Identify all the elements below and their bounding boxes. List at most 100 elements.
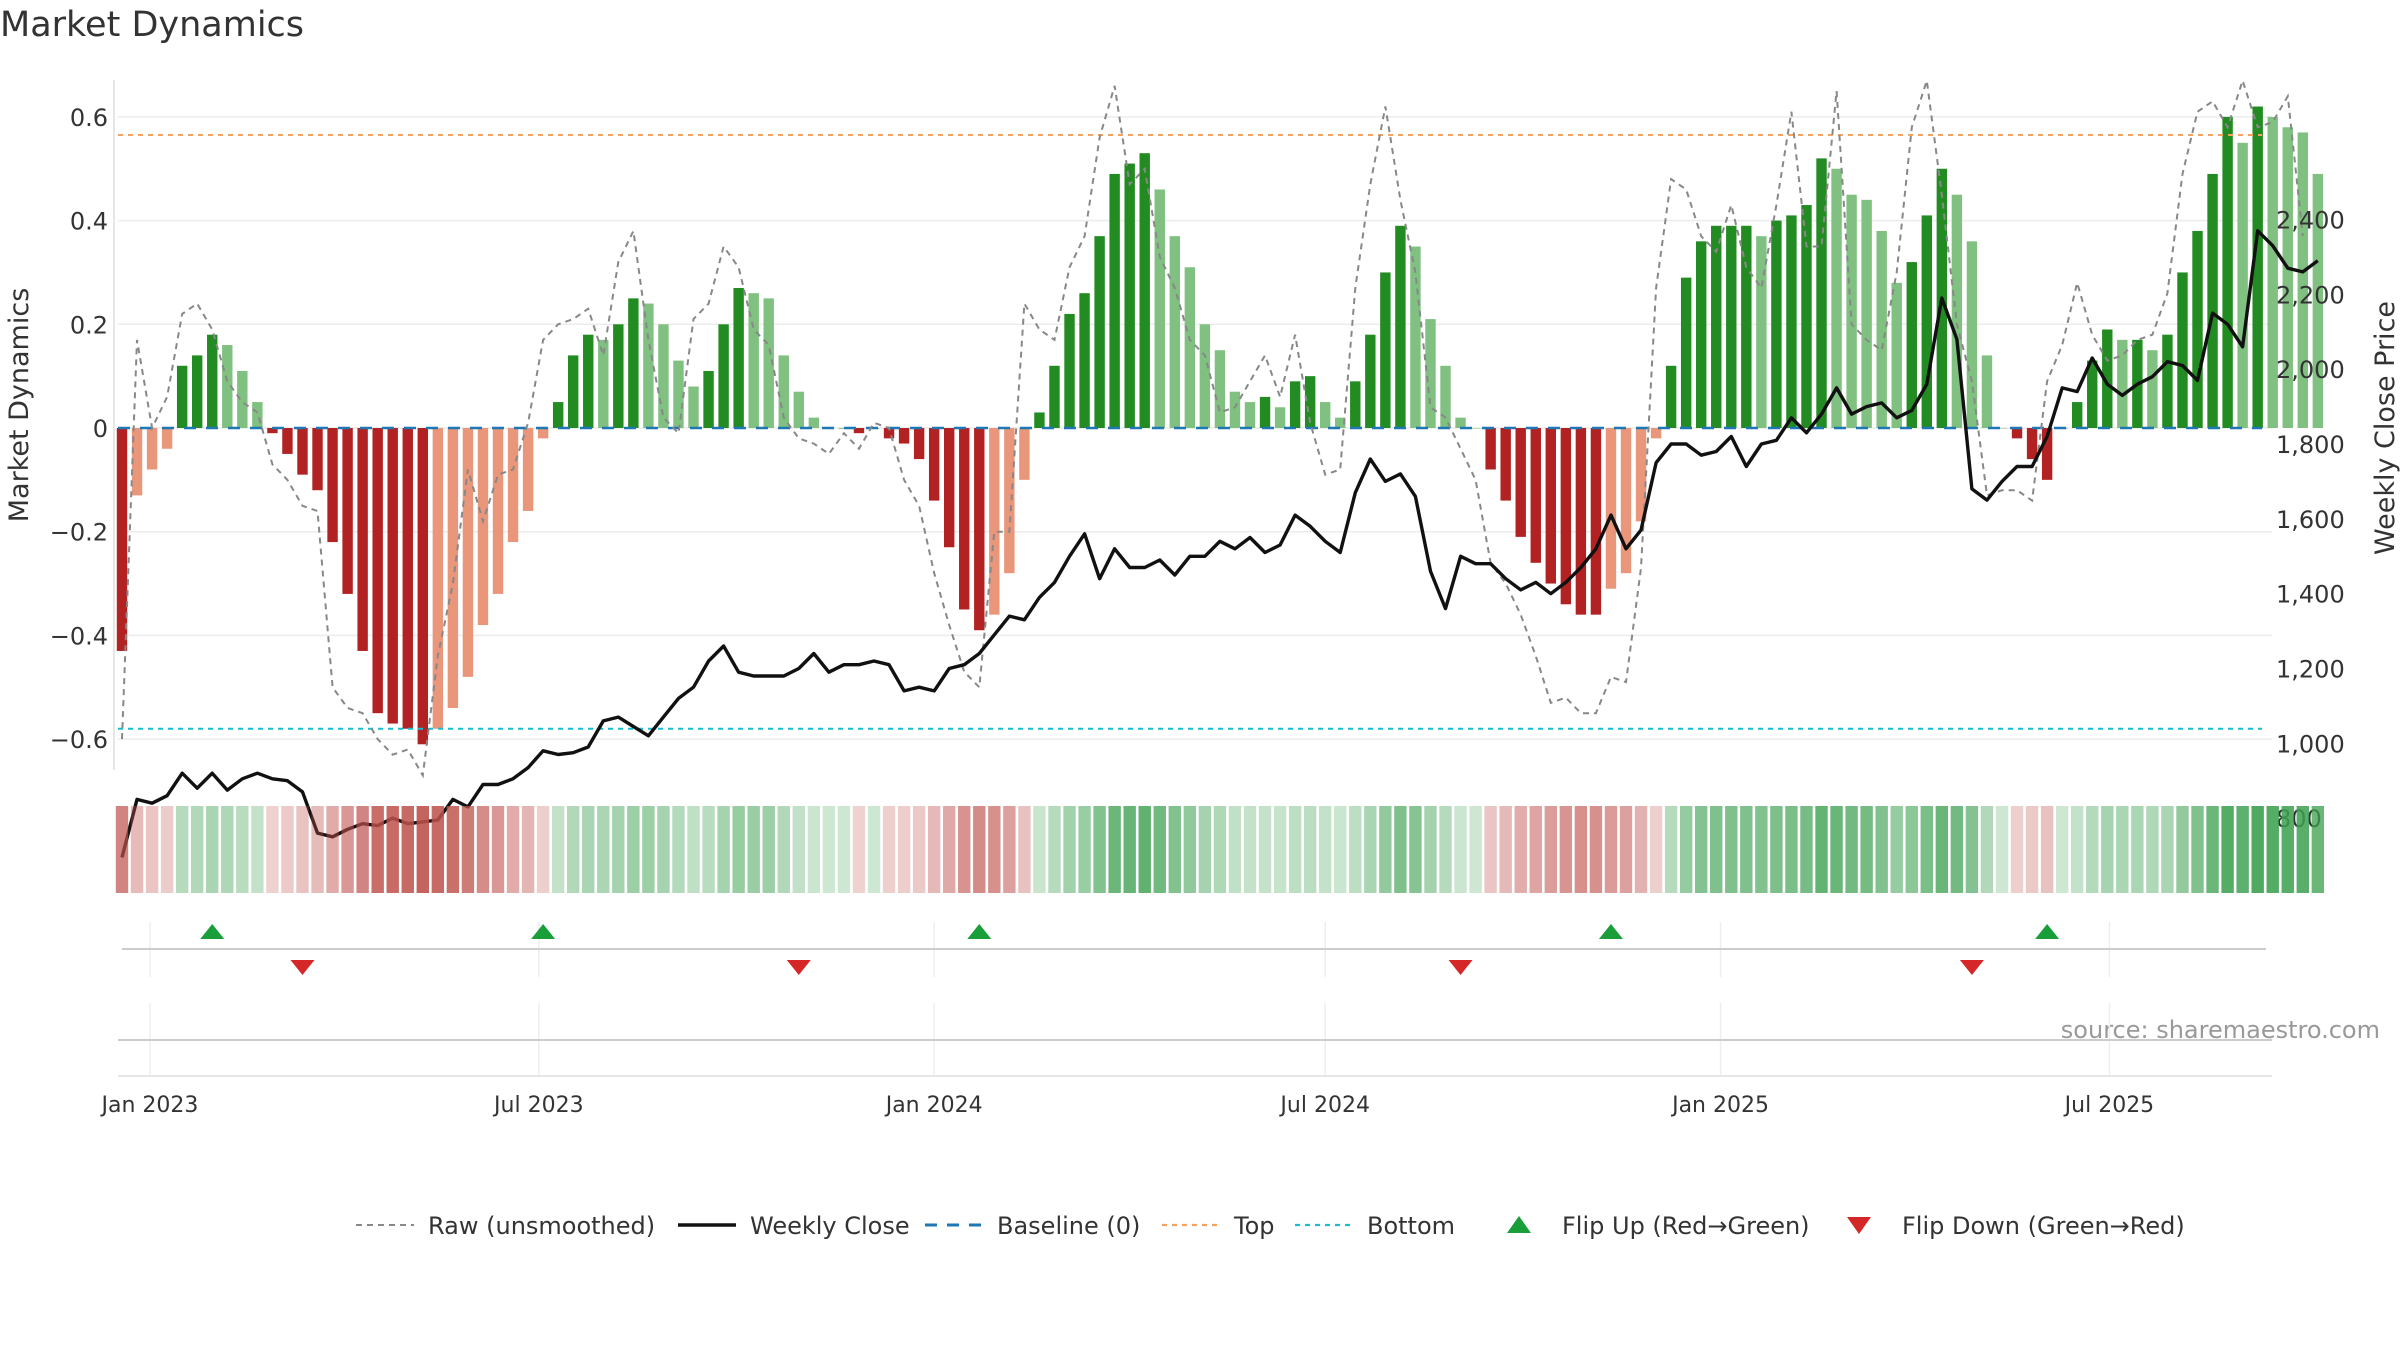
regime-cell — [371, 806, 384, 893]
dynamics-bar — [1620, 428, 1632, 574]
regime-cell — [1409, 806, 1422, 893]
dynamics-bar — [1410, 246, 1421, 428]
flip-up-marker — [200, 924, 225, 939]
dynamics-bar — [2162, 334, 2173, 428]
dynamics-bar — [1350, 381, 1361, 428]
y-left-tick-label: 0.6 — [70, 104, 108, 132]
dynamics-bar — [1861, 199, 1872, 428]
dynamics-bar — [522, 428, 534, 511]
regime-cell — [1574, 806, 1588, 893]
legend-label: Weekly Close — [750, 1212, 910, 1240]
regime-cell — [341, 806, 354, 893]
dynamics-bar — [2041, 428, 2053, 480]
dynamics-bar — [1214, 350, 1226, 428]
regime-cell — [2116, 806, 2129, 893]
regime-cell — [130, 806, 144, 893]
regime-cell — [1980, 806, 1994, 893]
dynamics-bar — [1485, 428, 1496, 470]
dynamics-bar — [853, 428, 865, 434]
dynamics-bar — [1665, 365, 1677, 428]
regime-cell — [792, 806, 805, 893]
regime-cell — [852, 806, 866, 893]
regime-cell — [1920, 806, 1933, 893]
regime-cell — [281, 806, 294, 893]
regime-cell — [687, 806, 700, 893]
regime-cell — [1033, 806, 1046, 893]
dynamics-bar — [1064, 313, 1075, 428]
regime-cell — [958, 806, 971, 893]
regime-cell — [1710, 806, 1723, 893]
dynamics-bar — [207, 334, 218, 428]
regime-cell — [266, 806, 279, 893]
regime-cell — [1679, 806, 1693, 893]
regime-cell — [1469, 806, 1482, 893]
regime-cell — [1664, 806, 1678, 893]
dynamics-bar — [2072, 402, 2083, 428]
regime-cell — [1995, 806, 2009, 893]
regime-cell — [2131, 806, 2144, 893]
dynamics-bar — [1154, 189, 1165, 428]
regime-cell — [2281, 806, 2294, 893]
dynamics-bar — [838, 428, 850, 429]
regime-cell — [1319, 806, 1332, 893]
regime-cell — [988, 806, 1001, 893]
dynamics-bar — [387, 428, 398, 724]
legend-label: Baseline (0) — [997, 1212, 1140, 1240]
regime-cell — [446, 806, 460, 893]
dynamics-bar — [793, 391, 804, 428]
regime-cell — [1634, 806, 1648, 893]
y-left-tick-label: 0.4 — [70, 208, 108, 236]
dynamics-bar — [161, 428, 173, 449]
dynamics-bar — [2026, 428, 2038, 460]
regime-cell — [567, 806, 580, 893]
regime-strip — [115, 806, 2325, 893]
dynamics-bar — [1259, 396, 1271, 428]
regime-cell — [1003, 806, 1016, 893]
dynamics-bar — [1726, 225, 1737, 428]
dynamics-bar — [312, 428, 323, 491]
dynamics-bar — [1756, 236, 1767, 428]
dynamics-bar — [2222, 116, 2233, 429]
regime-cell — [2221, 806, 2234, 893]
regime-cell — [491, 806, 505, 893]
regime-cell — [1273, 806, 1287, 893]
regime-cell — [1379, 806, 1392, 893]
dynamics-bar — [1124, 163, 1135, 428]
regime-cell — [2146, 806, 2159, 893]
dynamics-bar — [1590, 428, 1602, 615]
market-dynamics-bars — [116, 106, 2324, 745]
regime-cell — [1800, 806, 1813, 893]
regime-cell — [627, 806, 640, 893]
regime-cell — [1243, 806, 1257, 893]
regime-cell — [2311, 806, 2325, 893]
dynamics-bar — [2177, 272, 2188, 428]
x-tick-label: Jul 2025 — [2063, 1093, 2155, 1118]
regime-cell — [1740, 806, 1753, 893]
legend-label: Raw (unsmoothed) — [428, 1212, 655, 1240]
regime-cell — [1063, 806, 1076, 893]
dynamics-bar — [1680, 277, 1692, 428]
y-left-tick-label: −0.6 — [50, 726, 108, 754]
y-axis-left-label: Market Dynamics — [4, 288, 35, 523]
dynamics-bar — [1139, 153, 1150, 428]
dynamics-bar — [1455, 417, 1466, 428]
dynamics-bar — [613, 324, 624, 428]
dynamics-bar — [297, 428, 308, 475]
regime-cell — [2176, 806, 2189, 893]
regime-cell — [2191, 806, 2204, 893]
dynamics-bar — [507, 428, 519, 543]
dynamics-bar — [432, 428, 444, 729]
regime-cell — [882, 806, 896, 893]
dynamics-bar — [898, 428, 910, 444]
regime-cell — [1078, 806, 1091, 893]
dynamics-bar — [2297, 132, 2308, 428]
dynamics-bar — [1515, 428, 1526, 537]
dynamics-bar — [1425, 319, 1436, 428]
regime-cell — [1649, 806, 1663, 893]
dynamics-bar — [1169, 236, 1180, 428]
dynamics-bar — [477, 428, 489, 626]
dynamics-bar — [552, 402, 564, 428]
regime-cell — [2296, 806, 2309, 893]
regime-cell — [2251, 806, 2264, 893]
regime-cell — [1514, 806, 1527, 893]
